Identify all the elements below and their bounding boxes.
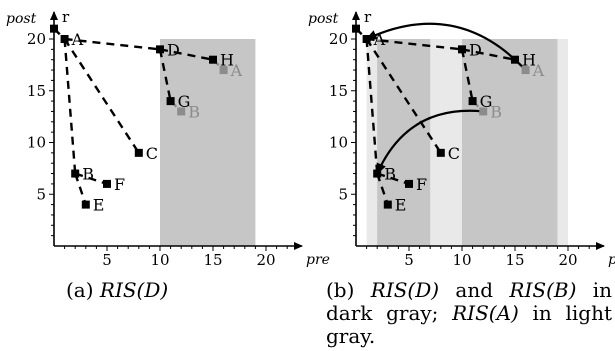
node-label: E — [395, 196, 407, 215]
node-label: C — [448, 144, 460, 163]
caption-a-prefix: (a) — [66, 278, 100, 302]
node-label: B — [384, 165, 396, 184]
x-tick-label: 10 — [452, 251, 471, 269]
caption-a: (a) RIS(D) — [66, 279, 266, 302]
node-E — [383, 200, 392, 209]
tree-edge — [366, 37, 463, 51]
tree-edge — [376, 172, 410, 186]
node-H — [511, 55, 519, 64]
node-C — [134, 148, 143, 157]
caption-b-expression-2: RIS(B) — [509, 278, 577, 302]
tree-edge — [74, 172, 108, 186]
y-axis-label: post — [308, 11, 339, 27]
node-F — [405, 179, 413, 188]
root-label: r — [62, 8, 70, 26]
node-label: F — [114, 175, 125, 194]
x-tick-label: 5 — [102, 251, 112, 269]
node-G — [468, 97, 477, 106]
node-A — [362, 35, 371, 43]
caption-b-expression-1: RIS(D) — [370, 278, 440, 302]
node-F — [103, 179, 111, 188]
x-tick-label: 15 — [505, 251, 524, 269]
node-label: A — [230, 61, 243, 80]
dark-region — [377, 39, 431, 246]
tree-edge — [376, 173, 389, 205]
node-G — [166, 97, 175, 106]
caption-b-mid: in dark gray; — [326, 278, 613, 325]
y-tick-label: 5 — [36, 185, 46, 203]
node-B — [373, 169, 382, 178]
caption-b-expression-3: RIS(A) — [452, 301, 519, 325]
y-tick-label: 20 — [329, 30, 348, 48]
node-label: D — [167, 40, 180, 59]
node-label: B — [188, 102, 200, 121]
node-label: H — [220, 51, 234, 70]
node-C — [436, 148, 445, 157]
node-B2 — [177, 107, 186, 116]
node-label: B — [490, 102, 502, 121]
tree-edge — [74, 173, 87, 205]
reference-arc — [376, 109, 484, 175]
tree-edge — [63, 38, 77, 174]
node-r — [352, 24, 360, 33]
node-label: H — [522, 51, 536, 70]
node-label: G — [480, 92, 493, 111]
node-label: A — [373, 30, 386, 49]
y-axis-label: post — [6, 11, 37, 27]
node-label: D — [469, 40, 482, 59]
reference-arc — [365, 22, 527, 71]
tree-edge — [460, 49, 474, 102]
node-A2 — [219, 66, 228, 75]
node-A — [60, 35, 69, 43]
node-r — [50, 24, 58, 33]
x-tick-label: 20 — [558, 251, 577, 269]
caption-b-prefix: (b) — [326, 278, 371, 302]
node-D — [458, 45, 466, 54]
node-label: A — [71, 30, 84, 49]
dark-region — [462, 39, 558, 246]
caption-a-expression: RIS(D) — [99, 278, 169, 302]
tree-edge — [365, 38, 442, 154]
node-E — [81, 200, 90, 209]
x-tick-label: 20 — [256, 251, 275, 269]
dark-region — [160, 39, 256, 246]
tree-edge — [64, 37, 161, 51]
node-label: G — [178, 92, 191, 111]
y-tick-label: 20 — [27, 30, 46, 48]
caption-b-and: and — [439, 278, 510, 302]
node-label: E — [93, 196, 105, 215]
y-tick-label: 15 — [27, 82, 46, 100]
x-axis-label: pre — [608, 252, 615, 268]
node-A2 — [521, 66, 530, 75]
tree-edge — [159, 48, 214, 61]
x-axis-label: pre — [306, 252, 330, 268]
x-tick-label: 10 — [150, 251, 169, 269]
x-tick-label: 5 — [404, 251, 414, 269]
node-label: C — [146, 144, 158, 163]
x-tick-label: 15 — [203, 251, 222, 269]
node-B — [71, 169, 80, 178]
caption-b-tail: in light gray. — [326, 301, 612, 348]
tree-edge — [63, 38, 140, 154]
tree-edge — [461, 48, 516, 61]
node-label: A — [532, 61, 545, 80]
node-label: F — [416, 175, 427, 194]
tree-edge — [158, 49, 172, 102]
y-tick-label: 15 — [329, 82, 348, 100]
caption-b: (b) RIS(D) and RIS(B) in dark gray; RIS(… — [326, 279, 612, 348]
node-H — [209, 55, 217, 64]
y-tick-label: 10 — [27, 134, 46, 152]
node-label: B — [82, 165, 94, 184]
y-tick-label: 5 — [338, 185, 348, 203]
tree-edge — [365, 38, 379, 174]
node-D — [156, 45, 164, 54]
root-label: r — [364, 8, 372, 26]
y-tick-label: 10 — [329, 134, 348, 152]
node-B2 — [479, 107, 488, 116]
